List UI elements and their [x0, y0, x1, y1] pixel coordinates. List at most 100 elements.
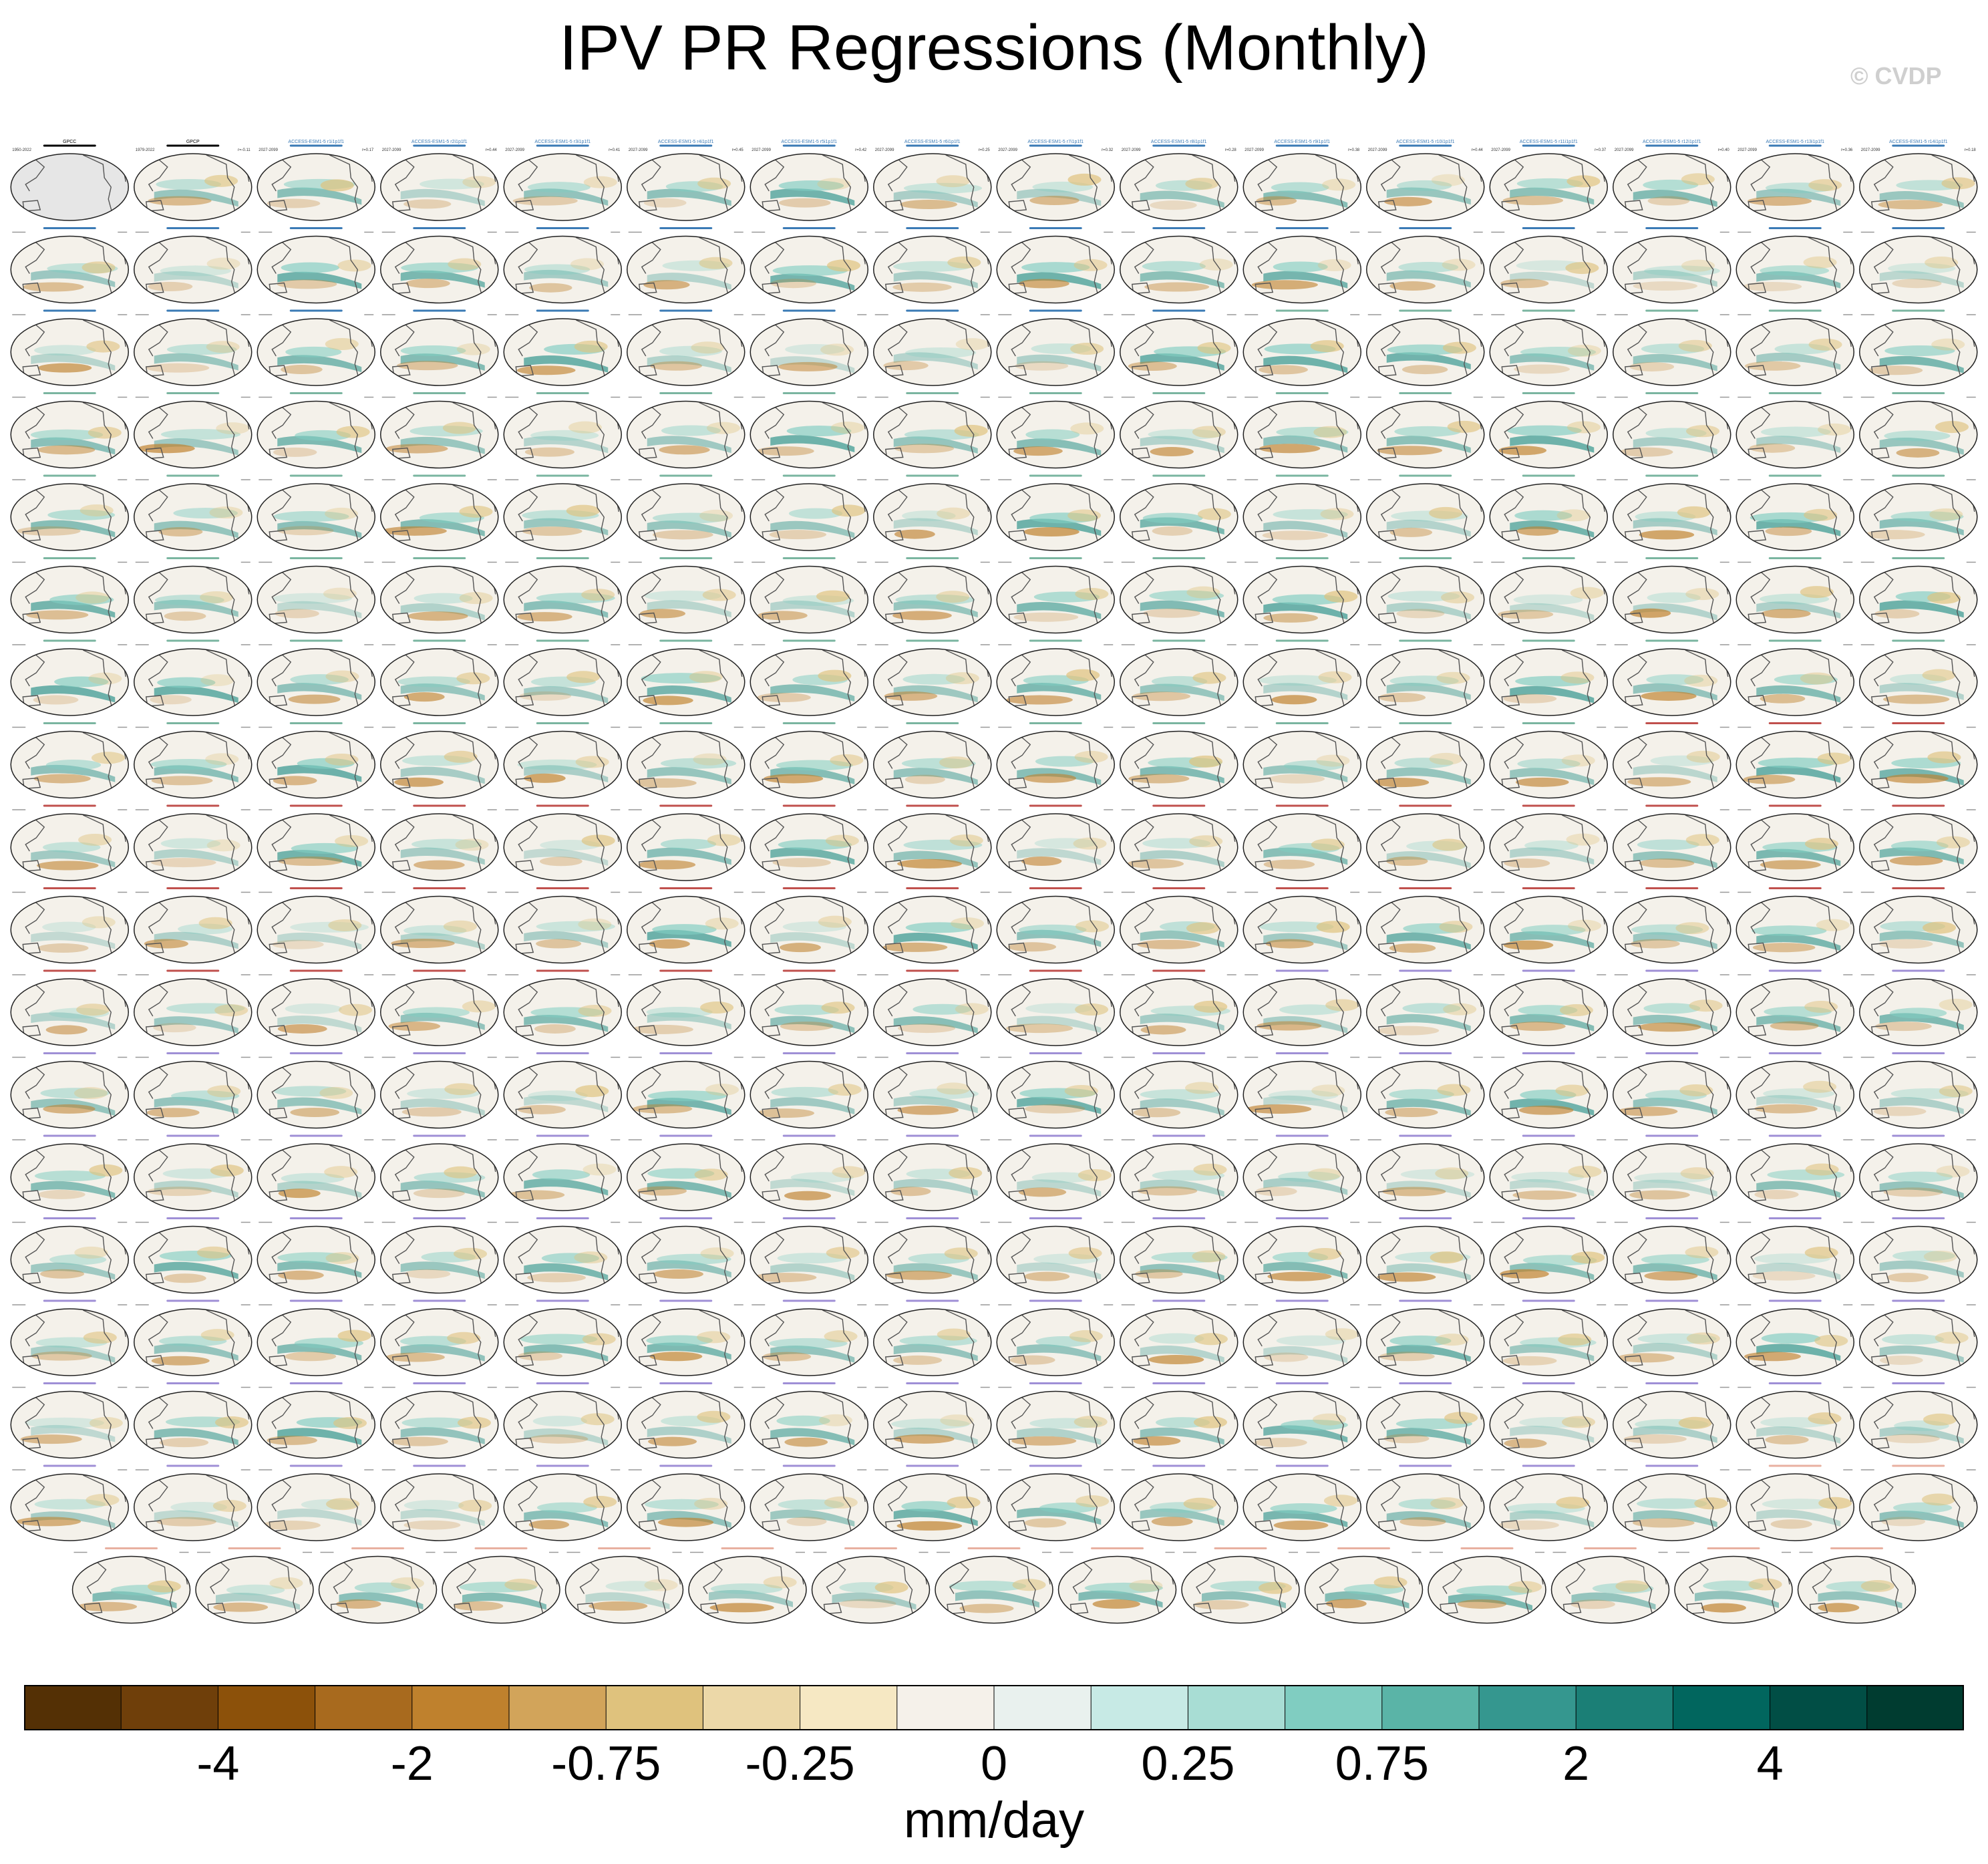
map-outline [380, 1143, 499, 1211]
map-panel [873, 639, 992, 716]
map-precip-band [1510, 1344, 1595, 1362]
map-panel [10, 557, 129, 634]
map-precip-band [1510, 187, 1595, 205]
map-precip-patch [1935, 421, 1969, 434]
map-outline [873, 235, 992, 304]
map-precip-patch [1744, 1352, 1801, 1362]
map-precip-patch [1067, 509, 1102, 522]
map-precip-patch [1384, 196, 1432, 206]
map-precip-band [647, 1098, 731, 1115]
map-outline [996, 1473, 1115, 1541]
map-outline [1242, 1060, 1361, 1129]
map-outline [873, 1060, 992, 1129]
map-precip-patch [1443, 1003, 1477, 1016]
map-precip-patch [1925, 256, 1959, 269]
map-panel [380, 887, 499, 964]
map-precip-patch [631, 1024, 693, 1034]
map-panel [1735, 1134, 1854, 1211]
map-coastline [1247, 897, 1359, 957]
map-panel [257, 722, 375, 799]
map-outline [1735, 400, 1854, 469]
map-panel [1859, 887, 1978, 964]
map-precip-band [895, 594, 975, 605]
map-precip-patch [1566, 175, 1601, 188]
map-precip-band [1386, 270, 1471, 288]
map-panel [688, 1547, 807, 1624]
map-ocean-background [1120, 1061, 1238, 1128]
map-precip-band [1386, 1511, 1471, 1529]
panel-pattern-correlation: r=0.41 [609, 148, 621, 152]
map-precip-band [1517, 758, 1581, 770]
map-panel [1489, 887, 1608, 964]
map-coastline [877, 319, 989, 379]
map-ocean-background [750, 1309, 868, 1376]
map-precip-patch [1923, 1250, 1957, 1263]
map-panel [257, 639, 375, 716]
map-coastline [14, 567, 126, 627]
map-precip-band [788, 508, 843, 519]
map-coastline [1740, 1309, 1852, 1370]
map-outline [195, 1555, 314, 1624]
map-outline [996, 235, 1115, 304]
map-precip-patch [1808, 338, 1842, 351]
map-coastline [507, 1144, 619, 1205]
map-panel [1242, 227, 1361, 304]
map-precip-band [1140, 353, 1224, 371]
map-coastline [1000, 979, 1112, 1040]
map-precip-band [1643, 1003, 1701, 1014]
map-precip-patch [401, 1107, 462, 1117]
map-coastline [14, 814, 126, 875]
map-outline [380, 483, 499, 551]
map-coastline [1124, 319, 1236, 379]
map-ocean-background [1490, 814, 1608, 881]
map-coastline [1247, 732, 1359, 792]
map-outline [996, 483, 1115, 551]
map-outline [10, 235, 129, 304]
map-coastline [1617, 1144, 1729, 1205]
map-precip-patch [146, 363, 210, 373]
map-panel [1613, 474, 1731, 551]
map-ocean-background [11, 236, 129, 303]
map-precip-band [770, 1263, 855, 1281]
map-precip-band [1756, 1509, 1841, 1527]
map-outline [1613, 1473, 1731, 1541]
map-coastline [631, 402, 743, 462]
map-precip-patch [1318, 671, 1352, 683]
map-precip-band [170, 1501, 227, 1513]
map-precip-band [400, 1261, 485, 1279]
map-precip-patch [37, 861, 99, 871]
map-precip-band [40, 1088, 110, 1099]
map-outline [257, 730, 375, 799]
map-precip-patch [637, 1186, 687, 1196]
map-precip-patch [333, 1417, 367, 1430]
map-outline [627, 730, 746, 799]
map-precip-patch [936, 591, 970, 603]
map-outline [750, 400, 868, 469]
map-panel [1859, 639, 1978, 716]
map-precip-patch [1140, 1025, 1186, 1035]
map-precip-patch [780, 1022, 834, 1032]
map-outline [380, 153, 499, 221]
map-precip-patch [391, 938, 455, 948]
map-precip-band [1140, 1508, 1224, 1526]
map-precip-band [1273, 261, 1328, 273]
map-precip-patch [1508, 1581, 1542, 1593]
map-precip-patch [939, 756, 973, 769]
map-coastline [384, 1227, 496, 1287]
map-precip-band [1637, 839, 1699, 850]
map-panel [1489, 474, 1608, 551]
map-panel [1489, 639, 1608, 716]
map-coastline [1370, 567, 1482, 627]
map-precip-patch [1883, 1434, 1940, 1444]
map-outline [257, 318, 375, 386]
map-ocean-background [504, 1061, 622, 1128]
map-precip-patch [1385, 1107, 1438, 1117]
map-coastline [1740, 402, 1852, 462]
map-coastline [1617, 649, 1729, 710]
map-precip-patch [1015, 361, 1069, 371]
map-precip-patch [1259, 1581, 1293, 1594]
map-coastline [507, 897, 619, 957]
map-panel [134, 1052, 253, 1129]
map-precip-patch [456, 672, 490, 685]
map-coastline [1493, 1392, 1605, 1452]
